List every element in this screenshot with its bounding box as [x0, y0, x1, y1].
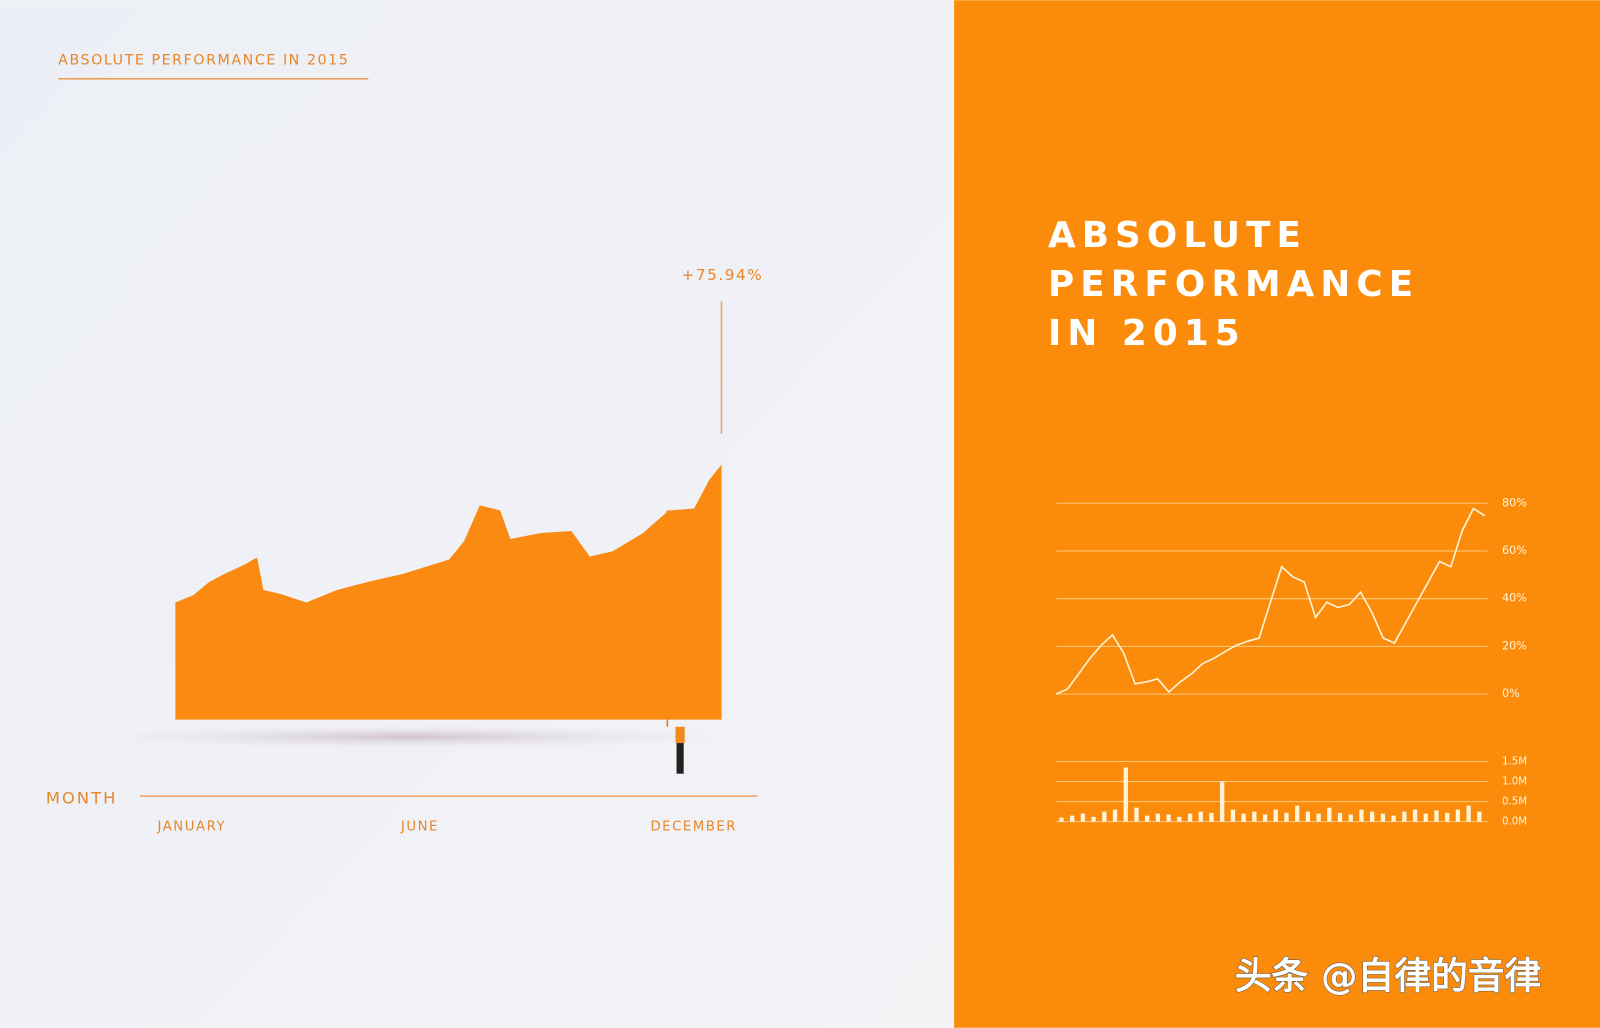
y-tick-label: 0.0M	[1502, 817, 1527, 828]
bar	[1091, 816, 1096, 822]
x-tick-label: JANUARY	[157, 820, 227, 835]
bar	[1230, 809, 1236, 822]
panel-title: ABSOLUTE PERFORMANCE IN 2015	[1048, 215, 1419, 354]
x-axis-label: MONTH	[46, 789, 118, 808]
y-tick-label: 0%	[1502, 687, 1520, 700]
panel-title-line: ABSOLUTE	[1048, 215, 1307, 256]
right-panel	[954, 0, 1600, 1028]
line	[1055, 507, 1486, 695]
y-tick-label: 40%	[1502, 592, 1527, 605]
bar	[1477, 811, 1482, 822]
bar	[1316, 813, 1321, 822]
bar	[1305, 811, 1311, 822]
bar	[1166, 814, 1171, 822]
area	[175, 464, 722, 720]
bar	[1370, 811, 1375, 822]
bar	[1327, 807, 1332, 822]
annotation: +75.94%	[682, 266, 764, 284]
y-tick-label: 60%	[1502, 544, 1527, 557]
y-tick-label: 0.5M	[1502, 797, 1527, 808]
left-title: ABSOLUTE PERFORMANCE IN 2015	[58, 52, 349, 68]
bar	[1284, 812, 1289, 822]
bar	[1123, 767, 1128, 822]
x-tick-label: JUNE	[400, 820, 439, 835]
bar	[1112, 809, 1118, 822]
bar	[1145, 815, 1150, 822]
bar	[1434, 810, 1439, 822]
bar	[1187, 813, 1193, 822]
bar	[1348, 814, 1353, 822]
bar	[1466, 805, 1471, 822]
bar	[1220, 781, 1225, 822]
y-tick-label: 1.5M	[1502, 756, 1527, 767]
bar	[1262, 814, 1268, 822]
y-tick-label: 80%	[1502, 496, 1527, 509]
bar	[1295, 805, 1300, 822]
bar	[1391, 815, 1396, 822]
bar	[1412, 809, 1418, 822]
bar	[1445, 812, 1450, 822]
y-tick-label: 20%	[1502, 639, 1527, 652]
bar	[1423, 813, 1428, 822]
bar	[1380, 813, 1386, 822]
bar	[1134, 807, 1139, 822]
bar	[1177, 816, 1182, 822]
bar	[1252, 811, 1257, 822]
shadow	[81, 724, 735, 750]
bar	[1455, 809, 1461, 822]
x-tick-label: DECEMBER	[650, 820, 737, 835]
bar	[1402, 811, 1407, 822]
bar	[1059, 817, 1064, 822]
bar	[1337, 812, 1343, 822]
bar	[1198, 811, 1203, 822]
y-tick-label: 1.0M	[1502, 777, 1527, 788]
panel-title-line: PERFORMANCE	[1048, 264, 1419, 305]
bar	[1070, 815, 1075, 822]
bar	[1155, 813, 1161, 822]
bar	[1209, 812, 1214, 822]
bar	[1273, 809, 1278, 822]
bar	[1359, 809, 1364, 822]
bar	[1080, 813, 1086, 822]
bar	[1102, 811, 1107, 822]
panel-title-line: IN 2015	[1048, 313, 1246, 354]
watermark: 头条 @自律的音律	[1235, 954, 1542, 997]
bar	[1241, 813, 1246, 822]
